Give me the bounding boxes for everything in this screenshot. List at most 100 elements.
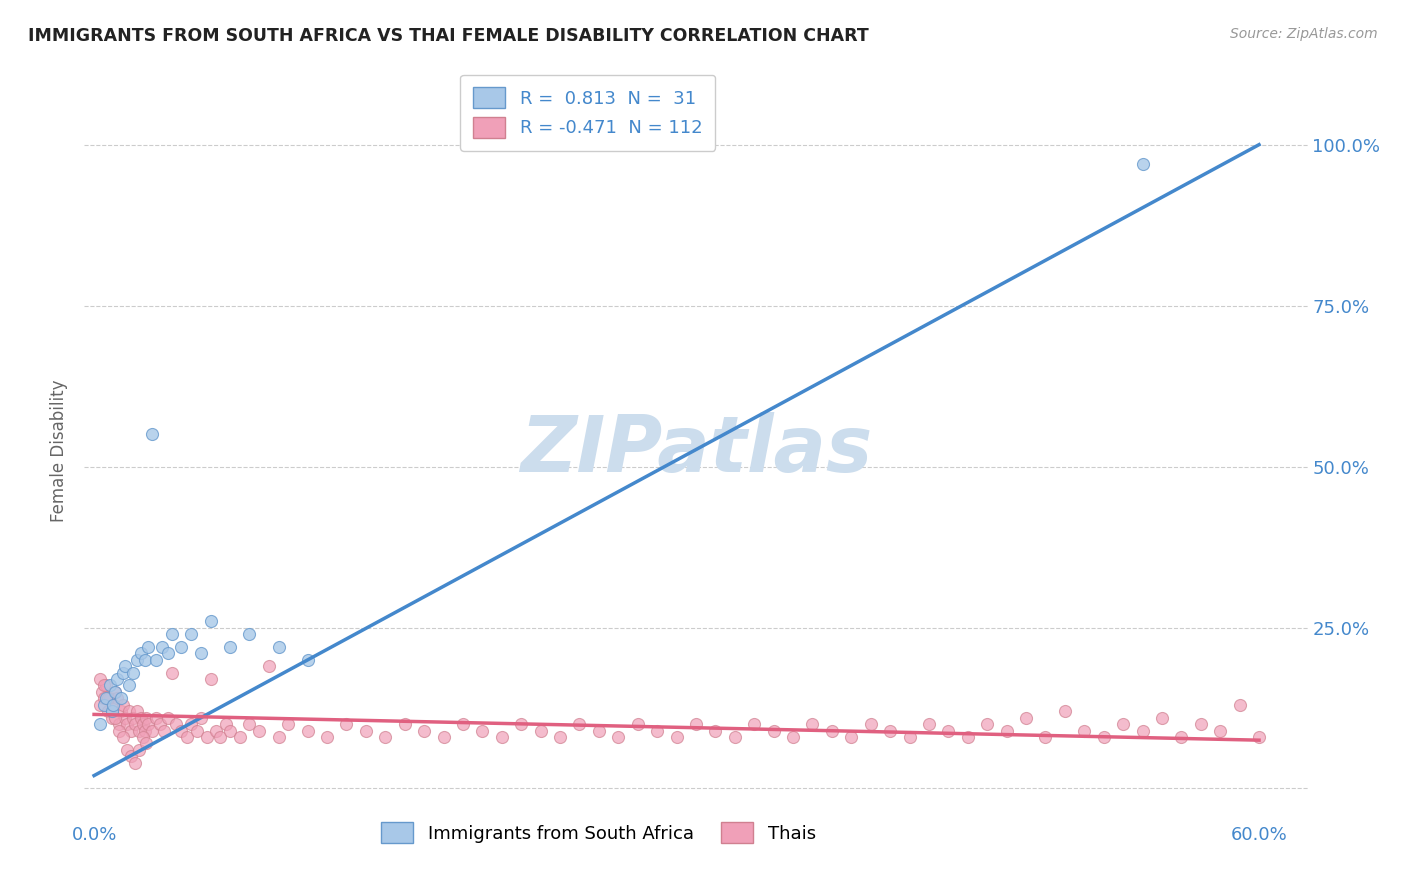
- Point: [118, 704, 141, 718]
- Point: [93, 691, 115, 706]
- Y-axis label: Female Disability: Female Disability: [51, 379, 69, 522]
- Point: [89, 717, 111, 731]
- Point: [141, 427, 163, 442]
- Point: [124, 717, 146, 731]
- Point: [125, 704, 148, 718]
- Point: [267, 730, 290, 744]
- Point: [1053, 704, 1076, 718]
- Point: [180, 627, 202, 641]
- Point: [821, 723, 844, 738]
- Point: [125, 653, 148, 667]
- Point: [645, 723, 668, 738]
- Point: [110, 704, 132, 718]
- Point: [120, 723, 142, 738]
- Point: [93, 698, 115, 712]
- Point: [316, 730, 339, 744]
- Point: [115, 743, 138, 757]
- Point: [104, 685, 127, 699]
- Point: [100, 711, 122, 725]
- Point: [898, 730, 921, 744]
- Point: [1015, 711, 1038, 725]
- Point: [122, 665, 145, 680]
- Point: [129, 646, 152, 660]
- Point: [1170, 730, 1192, 744]
- Text: Source: ZipAtlas.com: Source: ZipAtlas.com: [1230, 27, 1378, 41]
- Point: [156, 711, 179, 725]
- Point: [160, 627, 183, 641]
- Point: [89, 698, 111, 712]
- Point: [394, 717, 416, 731]
- Point: [685, 717, 707, 731]
- Point: [297, 723, 319, 738]
- Point: [186, 723, 208, 738]
- Point: [1150, 711, 1173, 725]
- Point: [170, 723, 193, 738]
- Point: [354, 723, 377, 738]
- Point: [190, 646, 212, 660]
- Point: [627, 717, 650, 731]
- Point: [1247, 730, 1270, 744]
- Point: [724, 730, 747, 744]
- Point: [374, 730, 396, 744]
- Point: [108, 723, 131, 738]
- Point: [104, 711, 127, 725]
- Point: [114, 659, 136, 673]
- Point: [190, 711, 212, 725]
- Point: [103, 698, 125, 712]
- Point: [145, 653, 167, 667]
- Point: [277, 717, 299, 731]
- Point: [801, 717, 824, 731]
- Point: [471, 723, 494, 738]
- Point: [135, 711, 157, 725]
- Point: [195, 730, 218, 744]
- Point: [90, 685, 112, 699]
- Point: [1209, 723, 1232, 738]
- Point: [94, 691, 117, 706]
- Point: [131, 717, 153, 731]
- Point: [297, 653, 319, 667]
- Point: [1132, 723, 1154, 738]
- Point: [918, 717, 941, 731]
- Point: [97, 704, 120, 718]
- Point: [150, 640, 173, 654]
- Point: [128, 743, 150, 757]
- Point: [100, 704, 122, 718]
- Point: [105, 691, 128, 706]
- Point: [165, 717, 187, 731]
- Point: [141, 723, 163, 738]
- Point: [1189, 717, 1212, 731]
- Point: [530, 723, 553, 738]
- Point: [956, 730, 979, 744]
- Point: [118, 678, 141, 692]
- Point: [782, 730, 804, 744]
- Point: [104, 685, 127, 699]
- Point: [413, 723, 436, 738]
- Point: [131, 730, 153, 744]
- Point: [219, 640, 242, 654]
- Point: [129, 711, 152, 725]
- Point: [205, 723, 228, 738]
- Point: [704, 723, 727, 738]
- Point: [112, 730, 135, 744]
- Point: [110, 691, 132, 706]
- Point: [257, 659, 280, 673]
- Point: [149, 717, 172, 731]
- Point: [995, 723, 1018, 738]
- Point: [1092, 730, 1115, 744]
- Point: [138, 717, 160, 731]
- Point: [588, 723, 610, 738]
- Point: [128, 723, 150, 738]
- Point: [548, 730, 571, 744]
- Point: [122, 711, 145, 725]
- Point: [200, 672, 222, 686]
- Point: [742, 717, 765, 731]
- Point: [607, 730, 630, 744]
- Point: [156, 646, 179, 660]
- Point: [135, 736, 157, 750]
- Point: [762, 723, 785, 738]
- Point: [176, 730, 198, 744]
- Point: [115, 717, 138, 731]
- Point: [170, 640, 193, 654]
- Point: [103, 698, 125, 712]
- Point: [228, 730, 250, 744]
